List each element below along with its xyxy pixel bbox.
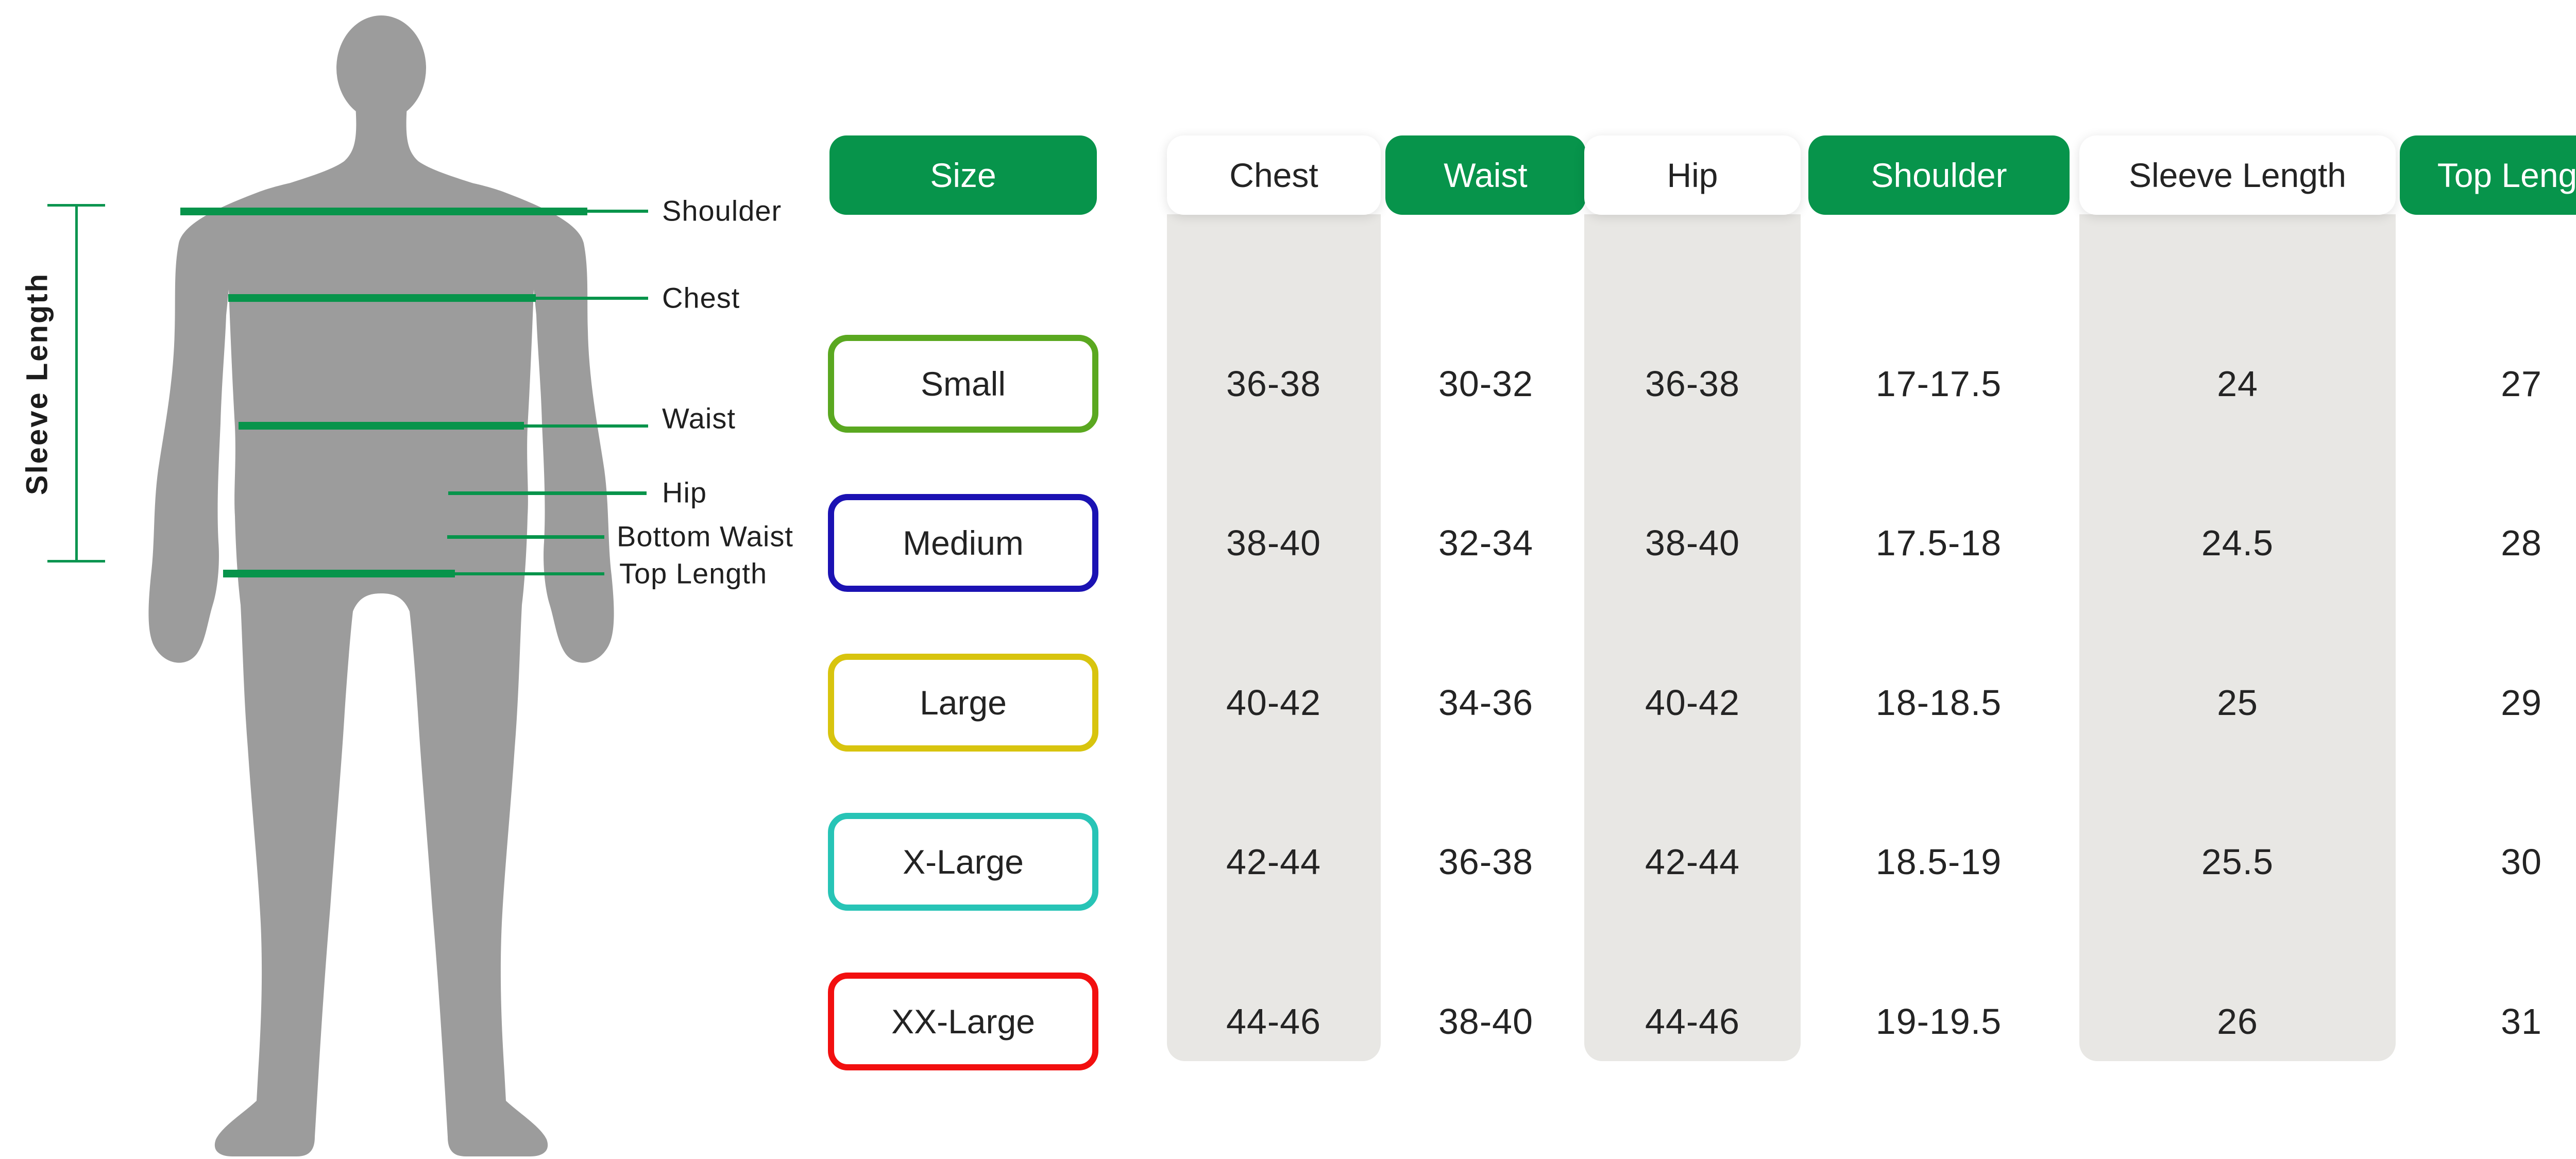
cell-medium-hip: 38-40: [1645, 523, 1740, 563]
cell-small-sleeve: 24: [2217, 364, 2258, 404]
cell-large-sleeve: 25: [2217, 683, 2258, 723]
silhouette-neck: [278, 106, 484, 187]
chest-measure-bar: [228, 294, 536, 302]
header-waist: Waist: [1385, 135, 1586, 215]
size-button-x-large[interactable]: X-Large: [828, 813, 1098, 911]
figure-label-top-length: Top Length: [619, 557, 768, 590]
cell-large-top-length: 29: [2501, 683, 2542, 723]
chest-leader-line: [536, 297, 648, 300]
column-band-sleeve-length: [2079, 214, 2396, 1061]
cell-small-shoulder: 17-17.5: [1875, 364, 2002, 404]
figure-label-waist: Waist: [662, 402, 736, 435]
waist-leader-line: [524, 424, 648, 428]
cell-x-large-shoulder: 18.5-19: [1875, 842, 2002, 882]
top-length-measure-bar: [223, 570, 455, 577]
column-band-hip: [1584, 214, 1801, 1061]
cell-large-hip: 40-42: [1645, 683, 1740, 723]
sleeve-length-bracket-tick-bottom: [47, 560, 105, 563]
cell-large-shoulder: 18-18.5: [1875, 683, 2002, 723]
cell-medium-waist: 32-34: [1438, 523, 1534, 563]
shoulder-measure-bar: [180, 208, 587, 215]
cell-small-waist: 30-32: [1438, 364, 1534, 404]
cell-x-large-sleeve: 25.5: [2201, 842, 2274, 882]
cell-medium-sleeve: 24.5: [2201, 523, 2274, 563]
shoulder-leader-line: [587, 210, 648, 213]
header-top-length: Top Length: [2400, 135, 2576, 215]
column-band-chest: [1167, 214, 1381, 1061]
cell-x-large-hip: 42-44: [1645, 842, 1740, 882]
cell-xx-large-chest: 44-46: [1226, 1001, 1321, 1042]
cell-xx-large-shoulder: 19-19.5: [1875, 1001, 2002, 1042]
cell-large-waist: 34-36: [1438, 683, 1534, 723]
cell-small-top-length: 27: [2501, 364, 2542, 404]
cell-large-chest: 40-42: [1226, 683, 1321, 723]
size-button-medium[interactable]: Medium: [828, 494, 1098, 592]
header-size: Size: [829, 135, 1097, 215]
sleeve-length-bracket-line: [75, 205, 78, 563]
header-sleeve-length: Sleeve Length: [2079, 135, 2396, 215]
figure-label-bottom-waist: Bottom Waist: [617, 520, 793, 553]
silhouette-body: [148, 173, 614, 1156]
size-button-xx-large[interactable]: XX-Large: [828, 973, 1098, 1070]
figure-label-shoulder: Shoulder: [662, 194, 782, 227]
cell-x-large-waist: 36-38: [1438, 842, 1534, 882]
header-chest: Chest: [1167, 135, 1381, 215]
cell-small-hip: 36-38: [1645, 364, 1740, 404]
top-length-leader-line: [455, 572, 604, 575]
cell-medium-chest: 38-40: [1226, 523, 1321, 563]
figure-label-hip: Hip: [662, 476, 707, 509]
cell-medium-top-length: 28: [2501, 523, 2542, 563]
size-button-large[interactable]: Large: [828, 654, 1098, 752]
body-silhouette-figure: [148, 15, 614, 1156]
cell-x-large-top-length: 30: [2501, 842, 2542, 882]
sleeve-length-vertical-label: Sleeve Length: [20, 272, 54, 496]
sleeve-length-bracket-tick-top: [47, 204, 105, 207]
cell-xx-large-top-length: 31: [2501, 1001, 2542, 1042]
bottom-waist-leader-line: [447, 535, 604, 539]
cell-medium-shoulder: 17.5-18: [1875, 523, 2002, 563]
header-hip: Hip: [1584, 135, 1801, 215]
hip-leader-line: [448, 491, 647, 495]
figure-label-chest: Chest: [662, 281, 740, 314]
cell-xx-large-waist: 38-40: [1438, 1001, 1534, 1042]
waist-measure-bar: [239, 422, 524, 430]
cell-xx-large-sleeve: 26: [2217, 1001, 2258, 1042]
cell-small-chest: 36-38: [1226, 364, 1321, 404]
size-button-small[interactable]: Small: [828, 335, 1098, 433]
header-shoulder: Shoulder: [1808, 135, 2070, 215]
cell-x-large-chest: 42-44: [1226, 842, 1321, 882]
cell-xx-large-hip: 44-46: [1645, 1001, 1740, 1042]
silhouette-head: [336, 15, 426, 121]
